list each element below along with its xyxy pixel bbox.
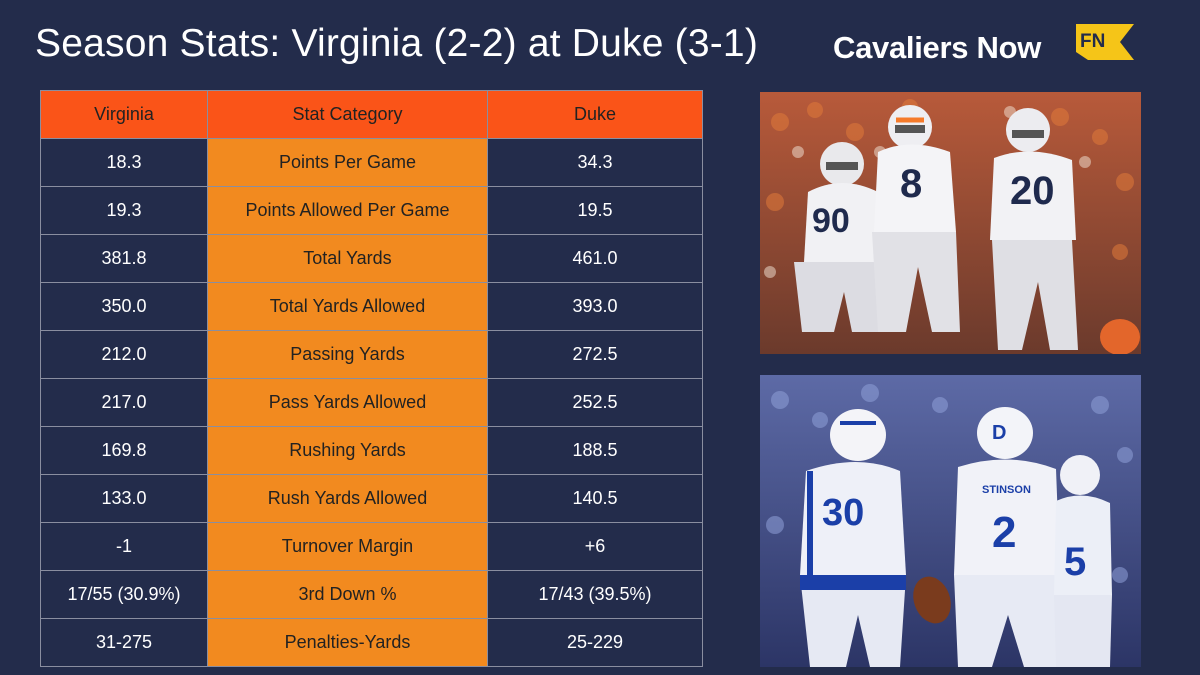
stat-category: Points Per Game <box>207 138 488 187</box>
virginia-value: 31-275 <box>40 618 208 667</box>
duke-value: 393.0 <box>487 282 703 331</box>
table-row: 31-275 Penalties-Yards 25-229 <box>40 618 703 667</box>
stats-table: Virginia Stat Category Duke 18.3 Points … <box>40 90 703 667</box>
table-row: 350.0 Total Yards Allowed 393.0 <box>40 282 703 331</box>
table-header-row: Virginia Stat Category Duke <box>40 90 703 139</box>
stat-category: Rushing Yards <box>207 426 488 475</box>
virginia-value: 381.8 <box>40 234 208 283</box>
stat-category: Penalties-Yards <box>207 618 488 667</box>
table-row: 212.0 Passing Yards 272.5 <box>40 330 703 379</box>
stat-category: 3rd Down % <box>207 570 488 619</box>
svg-text:D: D <box>992 422 1006 444</box>
stat-category: Total Yards Allowed <box>207 282 488 331</box>
table-row: 133.0 Rush Yards Allowed 140.5 <box>40 474 703 523</box>
stat-category: Total Yards <box>207 234 488 283</box>
duke-value: +6 <box>487 522 703 571</box>
table-row: 217.0 Pass Yards Allowed 252.5 <box>40 378 703 427</box>
virginia-jersey-number: 20 <box>1010 169 1055 213</box>
brand-logo-text: Cavaliers Now <box>833 30 1042 65</box>
column-header-duke: Duke <box>487 90 703 139</box>
table-row: 169.8 Rushing Yards 188.5 <box>40 426 703 475</box>
stat-category: Pass Yards Allowed <box>207 378 488 427</box>
virginia-value: 350.0 <box>40 282 208 331</box>
duke-value: 461.0 <box>487 234 703 283</box>
duke-value: 25-229 <box>487 618 703 667</box>
brand-badge-icon: FN <box>1076 24 1134 60</box>
duke-value: 188.5 <box>487 426 703 475</box>
table-row: 17/55 (30.9%) 3rd Down % 17/43 (39.5%) <box>40 570 703 619</box>
virginia-value: 18.3 <box>40 138 208 187</box>
virginia-players-photo: 90 8 20 <box>760 92 1141 354</box>
table-row: 19.3 Points Allowed Per Game 19.5 <box>40 186 703 235</box>
duke-value: 252.5 <box>487 378 703 427</box>
virginia-value: -1 <box>40 522 208 571</box>
stat-category: Passing Yards <box>207 330 488 379</box>
virginia-jersey-number: 8 <box>900 162 922 206</box>
duke-value: 19.5 <box>487 186 703 235</box>
page-title: Season Stats: Virginia (2-2) at Duke (3-… <box>35 22 759 65</box>
duke-nameplate: STINSON <box>982 484 1031 496</box>
duke-value: 272.5 <box>487 330 703 379</box>
duke-players-photo: 30 D STINSON 2 5 <box>760 375 1141 667</box>
brand-badge-text: FN <box>1080 31 1105 52</box>
virginia-value: 19.3 <box>40 186 208 235</box>
stat-category: Points Allowed Per Game <box>207 186 488 235</box>
duke-jersey-number: 30 <box>822 492 864 534</box>
table-row: 18.3 Points Per Game 34.3 <box>40 138 703 187</box>
duke-value: 34.3 <box>487 138 703 187</box>
virginia-value: 212.0 <box>40 330 208 379</box>
virginia-value: 17/55 (30.9%) <box>40 570 208 619</box>
stat-category: Rush Yards Allowed <box>207 474 488 523</box>
table-row: 381.8 Total Yards 461.0 <box>40 234 703 283</box>
duke-value: 17/43 (39.5%) <box>487 570 703 619</box>
duke-jersey-number: 5 <box>1064 540 1086 584</box>
stat-category: Turnover Margin <box>207 522 488 571</box>
virginia-value: 133.0 <box>40 474 208 523</box>
duke-value: 140.5 <box>487 474 703 523</box>
column-header-stat-category: Stat Category <box>207 90 488 139</box>
table-row: -1 Turnover Margin +6 <box>40 522 703 571</box>
duke-jersey-number: 2 <box>992 508 1016 557</box>
virginia-jersey-number: 90 <box>812 202 850 240</box>
column-header-virginia: Virginia <box>40 90 208 139</box>
virginia-value: 169.8 <box>40 426 208 475</box>
virginia-value: 217.0 <box>40 378 208 427</box>
